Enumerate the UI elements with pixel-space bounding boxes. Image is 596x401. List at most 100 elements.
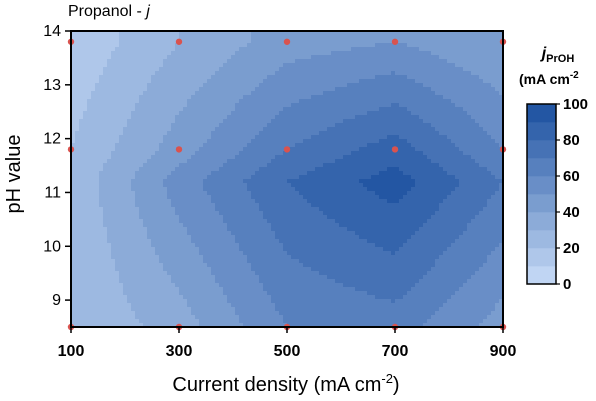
contour-cell [183,59,188,64]
contour-cell [183,123,188,128]
contour-cell [127,103,132,108]
contour-cell [87,99,92,104]
contour-cell [199,163,204,168]
contour-cell [303,31,308,36]
contour-cell [319,75,324,80]
contour-cell [199,143,204,148]
contour-cell [311,35,316,40]
contour-cell [275,47,280,52]
contour-cell [151,179,156,184]
contour-cell [383,107,388,112]
contour-cell [299,203,304,208]
contour-cell [171,115,176,120]
contour-cell [375,103,380,108]
contour-cell [79,51,84,56]
contour-cell [499,91,504,96]
contour-cell [235,59,240,64]
contour-cell [239,55,244,60]
contour-cell [215,123,220,128]
contour-cell [71,195,76,200]
contour-cell [355,191,360,196]
contour-cell [455,43,460,48]
contour-cell [111,87,116,92]
contour-cell [259,67,264,72]
contour-cell [487,83,492,88]
contour-cell [339,35,344,40]
contour-cell [375,55,380,60]
contour-cell [231,75,236,80]
contour-cell [431,195,436,200]
contour-cell [343,191,348,196]
contour-cell [279,211,284,216]
contour-cell [339,31,344,36]
contour-cell [235,163,240,168]
contour-cell [171,187,176,192]
contour-cell [151,95,156,100]
contour-cell [119,135,124,140]
contour-cell [223,123,228,128]
contour-cell [395,207,400,212]
contour-cell [379,195,384,200]
contour-cell [259,199,264,204]
contour-cell [271,147,276,152]
contour-cell [491,111,496,116]
contour-cell [167,35,172,40]
contour-cell [211,123,216,128]
contour-cell [451,195,456,200]
contour-cell [171,131,176,136]
contour-cell [291,75,296,80]
contour-cell [259,59,264,64]
contour-cell [443,39,448,44]
contour-cell [163,127,168,132]
contour-cell [103,175,108,180]
contour-cell [295,71,300,76]
contour-cell [223,63,228,68]
contour-cell [391,47,396,52]
contour-cell [295,191,300,196]
contour-cell [479,207,484,212]
contour-cell [435,83,440,88]
contour-cell [415,35,420,40]
contour-cell [331,127,336,132]
contour-cell [167,171,172,176]
contour-cell [115,91,120,96]
contour-cell [475,79,480,84]
contour-cell [187,199,192,204]
contour-cell [223,187,228,192]
contour-cell [211,155,216,160]
contour-cell [299,55,304,60]
contour-cell [227,31,232,36]
contour-cell [291,107,296,112]
contour-cell [279,75,284,80]
contour-cell [455,171,460,176]
contour-cell [179,75,184,80]
contour-cell [495,79,500,84]
contour-cell [459,143,464,148]
contour-cell [299,171,304,176]
contour-cell [319,183,324,188]
contour-cell [399,131,404,136]
contour-cell [139,175,144,180]
contour-cell [207,207,212,212]
contour-cell [239,99,244,104]
contour-cell [215,83,220,88]
contour-cell [391,131,396,136]
contour-cell [463,55,468,60]
contour-cell [263,183,268,188]
contour-cell [443,43,448,48]
contour-cell [219,79,224,84]
contour-cell [407,91,412,96]
contour-cell [191,159,196,164]
contour-cell [359,207,364,212]
contour-cell [131,123,136,128]
contour-cell [79,151,84,156]
contour-cell [355,131,360,136]
contour-cell [435,63,440,68]
contour-cell [271,155,276,160]
contour-cell [151,71,156,76]
contour-cell [135,71,140,76]
contour-cell [311,207,316,212]
contour-cell [163,83,168,88]
contour-cell [375,135,380,140]
contour-cell [87,203,92,208]
